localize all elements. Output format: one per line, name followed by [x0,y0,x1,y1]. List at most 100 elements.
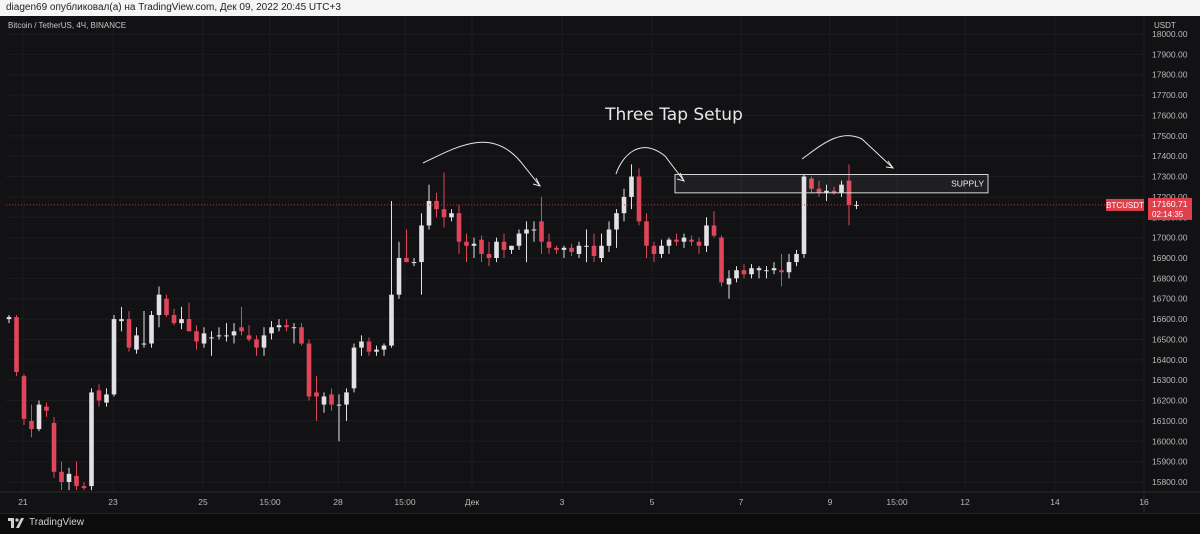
candle-body [816,188,822,193]
candle-body [831,190,837,193]
x-tick-label: 5 [650,497,655,507]
candle-body [239,327,244,332]
y-tick-label: 17900.00 [1152,49,1188,59]
x-tick-label: 15:00 [394,497,416,507]
candle-body [231,331,237,336]
candle-body [636,176,642,222]
tap-arc-3 [801,135,894,169]
y-tick-label: 16500.00 [1152,334,1188,344]
candle-body [569,247,574,252]
candle-body [456,213,462,242]
y-tick-label: 16200.00 [1152,396,1188,406]
candle-body [111,319,117,395]
candle-body [576,245,582,254]
candle-body [704,225,709,246]
y-tick-label: 16400.00 [1152,355,1188,365]
candle-body [404,258,409,263]
candle-body [614,213,619,230]
y-tick-label: 17300.00 [1152,172,1188,182]
candle-body [126,319,132,348]
y-tick-label: 17200.00 [1152,192,1188,202]
candle-body [741,270,747,275]
candle-body [786,262,792,273]
candle-body [794,253,799,263]
candle-body [179,319,184,324]
symbol-line: Bitcoin / TetherUS, 4Ч, BINANCE [8,21,127,30]
candle-body [351,347,357,389]
candle-body [254,339,259,348]
x-tick-label: 21 [18,497,28,507]
candle-body [651,245,657,254]
candle-body [561,247,567,250]
candle-body [66,473,72,482]
candle-body [81,486,87,489]
candle-body [539,221,544,242]
candle-body [494,241,499,258]
candle-body [801,176,807,254]
candle-body [276,325,282,328]
candle-body [629,176,634,197]
tradingview-logo[interactable]: TradingView [8,517,84,528]
candle-body [734,270,739,279]
candle-body [156,294,162,316]
candle-body [606,229,612,246]
candle-body [486,253,492,258]
x-tick-label: 9 [828,497,833,507]
candle-body [696,241,702,246]
candle-body [839,184,844,193]
candle-body [509,245,514,250]
candle-body [531,229,537,231]
chart-area[interactable]: 15800.00 15900.00 16000.00 16100.00 16200.00… [0,16,1200,513]
candle-body [74,475,79,487]
candle-body [479,239,484,254]
candle-body [366,341,372,352]
candle-body [854,205,859,207]
tap-arrow-1 [532,177,541,187]
price-badge [1148,197,1192,220]
candle-body [59,471,64,482]
candle-body [719,237,724,283]
candle-body [396,258,402,295]
price-badge-value: 17160.71 [1152,199,1188,209]
y-tick-label: 17400.00 [1152,151,1188,161]
candle-body [14,317,19,373]
candle-body [516,233,522,246]
publisher-line: diagen69 опубликовал(а) на TradingView.c… [6,2,341,13]
candle-body [314,392,319,397]
candle-body [666,239,672,246]
candle-body [374,349,379,352]
price-countdown: 02:14:35 [1152,210,1184,219]
candle-body [291,327,297,329]
chart-background [0,16,1200,513]
y-tick-label: 16100.00 [1152,416,1188,426]
candle-body [299,327,304,344]
candle-body [554,247,559,250]
y-tick-label: 16700.00 [1152,294,1188,304]
x-tick-label: 7 [739,497,744,507]
y-tick-label: 16600.00 [1152,314,1188,324]
tap-arrow-2 [676,172,685,182]
candle-body [321,396,327,405]
candle-body [284,325,289,328]
candle-body [246,335,252,340]
x-tick-label: 28 [333,497,343,507]
candle-body [711,225,717,236]
y-tick-label: 16000.00 [1152,436,1188,446]
candle-body [269,327,274,334]
y-tick-label: 15800.00 [1152,477,1188,487]
candle-body [411,262,417,264]
y-tick-label: 17800.00 [1152,70,1188,80]
candle-body [434,200,439,210]
candle-body [344,392,349,405]
candle-body [659,245,664,254]
candle-body [104,394,109,403]
candle-body [329,394,334,405]
candle-body [36,404,42,430]
tap-arc-2 [615,147,685,182]
candle-body [186,319,192,332]
candle-body [824,190,829,193]
candle-body [501,241,507,250]
y-tick-label: 17500.00 [1152,131,1188,141]
symbol-badge-text: BTCUSDT [1106,201,1144,210]
candlestick-chart[interactable]: 15800.00 15900.00 16000.00 16100.00 16200.00… [0,16,1200,513]
